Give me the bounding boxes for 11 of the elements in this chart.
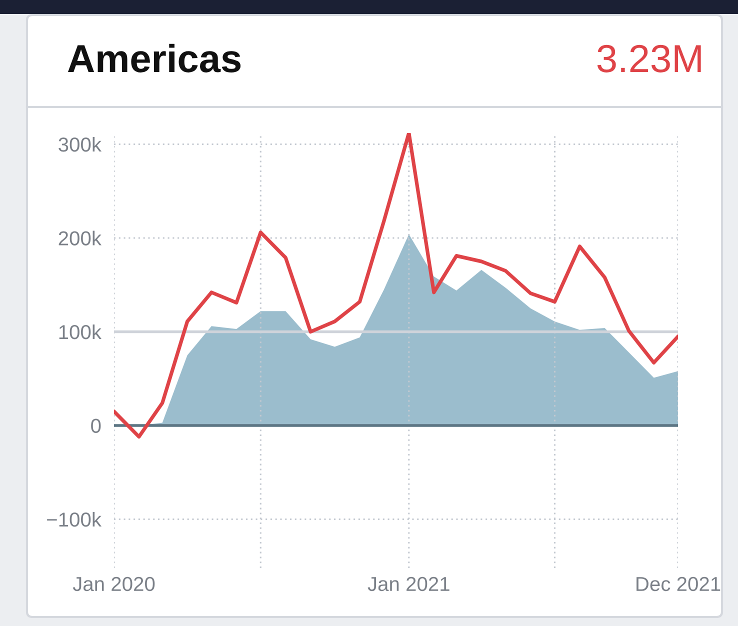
- chart-title: Americas: [68, 44, 241, 72]
- x-tick-label: Jan 2021: [368, 576, 450, 592]
- y-tick-label: −100k: [47, 512, 102, 527]
- x-tick-label: Jan 2020: [72, 576, 155, 592]
- x-tick-label: Dec 2021: [636, 576, 720, 592]
- y-tick-label: 0: [91, 418, 101, 433]
- chart-subtitle: 3.23M: [597, 44, 701, 72]
- y-tick-label: 200k: [58, 230, 102, 246]
- y-tick-label: 300k: [58, 136, 102, 152]
- line-series: [114, 133, 678, 439]
- y-tick-label: 100k: [59, 324, 102, 340]
